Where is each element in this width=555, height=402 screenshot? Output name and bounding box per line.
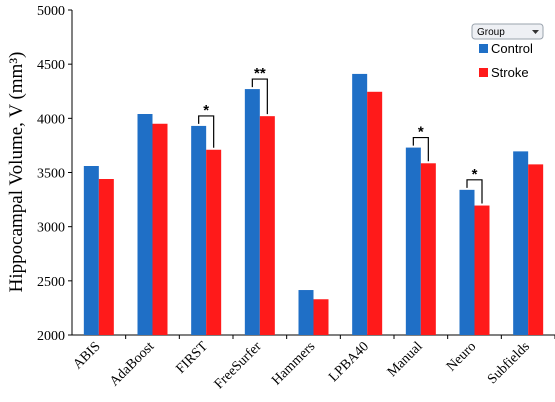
bar-stroke-manual bbox=[420, 163, 436, 335]
y-tick-label: 4000 bbox=[37, 112, 65, 127]
x-tick-label: AdaBoost bbox=[107, 339, 157, 389]
significance-bracket bbox=[198, 115, 215, 148]
bar-stroke-adaboost bbox=[152, 123, 168, 335]
y-tick-label: 5000 bbox=[37, 4, 65, 19]
significance-label: * bbox=[472, 166, 478, 183]
significance-bracket bbox=[466, 179, 483, 204]
significance-label: ** bbox=[254, 65, 266, 82]
x-tick-label: ABIS bbox=[70, 339, 103, 372]
bars bbox=[83, 73, 544, 336]
x-tick-label: Hammers bbox=[269, 339, 318, 388]
significance-markers: ***** bbox=[198, 65, 483, 204]
y-axis-ticks: 2000 2500 3000 3500 4000 4500 5000 bbox=[37, 4, 72, 344]
bar-stroke-first bbox=[206, 149, 222, 335]
bar-stroke-hammers bbox=[313, 299, 329, 335]
y-tick-label: 2000 bbox=[37, 329, 65, 344]
bar-control-abis bbox=[83, 166, 99, 335]
y-tick-label: 2500 bbox=[37, 275, 65, 290]
bar-control-first bbox=[191, 125, 207, 336]
bar-stroke-subfields bbox=[528, 164, 544, 335]
x-tick-label: LPBA40 bbox=[326, 339, 372, 385]
x-tick-label: Manual bbox=[385, 339, 426, 380]
legend: Group Control Stroke bbox=[471, 23, 544, 80]
legend-swatch-stroke bbox=[479, 68, 488, 77]
significance-label: * bbox=[418, 124, 424, 141]
group-dropdown[interactable]: Group bbox=[471, 23, 544, 40]
x-tick-label: FreeSurfer bbox=[212, 339, 265, 392]
x-tick-label: FIRST bbox=[173, 339, 211, 377]
bar-control-lpba40 bbox=[352, 73, 368, 336]
x-axis-ticks: ABIS AdaBoost FIRST FreeSurfer Hammers LPBA40… bbox=[70, 335, 555, 392]
chevron-down-icon bbox=[532, 30, 539, 34]
bar-stroke-lpba40 bbox=[367, 91, 383, 336]
legend-title: Group bbox=[477, 27, 505, 38]
x-tick-label: Subfields bbox=[485, 339, 533, 387]
bar-stroke-abis bbox=[98, 179, 114, 335]
significance-bracket bbox=[251, 78, 268, 115]
y-axis-label: Hippocampal Volume, V (mm³) bbox=[6, 52, 27, 293]
legend-label-stroke: Stroke bbox=[491, 65, 529, 80]
bar-control-freesurfer bbox=[244, 89, 260, 335]
legend-label-control: Control bbox=[491, 41, 533, 56]
significance-label: * bbox=[203, 102, 209, 119]
y-tick-label: 3000 bbox=[37, 221, 65, 236]
x-tick-label: Neuro bbox=[444, 339, 479, 374]
significance-bracket bbox=[412, 136, 429, 162]
bar-control-manual bbox=[405, 147, 421, 335]
bar-control-neuro bbox=[459, 189, 475, 335]
y-tick-label: 3500 bbox=[37, 167, 65, 182]
bar-control-adaboost bbox=[137, 114, 153, 335]
y-tick-label: 4500 bbox=[37, 58, 65, 73]
bar-control-subfields bbox=[513, 151, 529, 335]
bar-stroke-freesurfer bbox=[259, 116, 275, 336]
bar-stroke-neuro bbox=[474, 205, 490, 335]
legend-swatch-control bbox=[479, 44, 488, 53]
bar-control-hammers bbox=[298, 290, 314, 335]
